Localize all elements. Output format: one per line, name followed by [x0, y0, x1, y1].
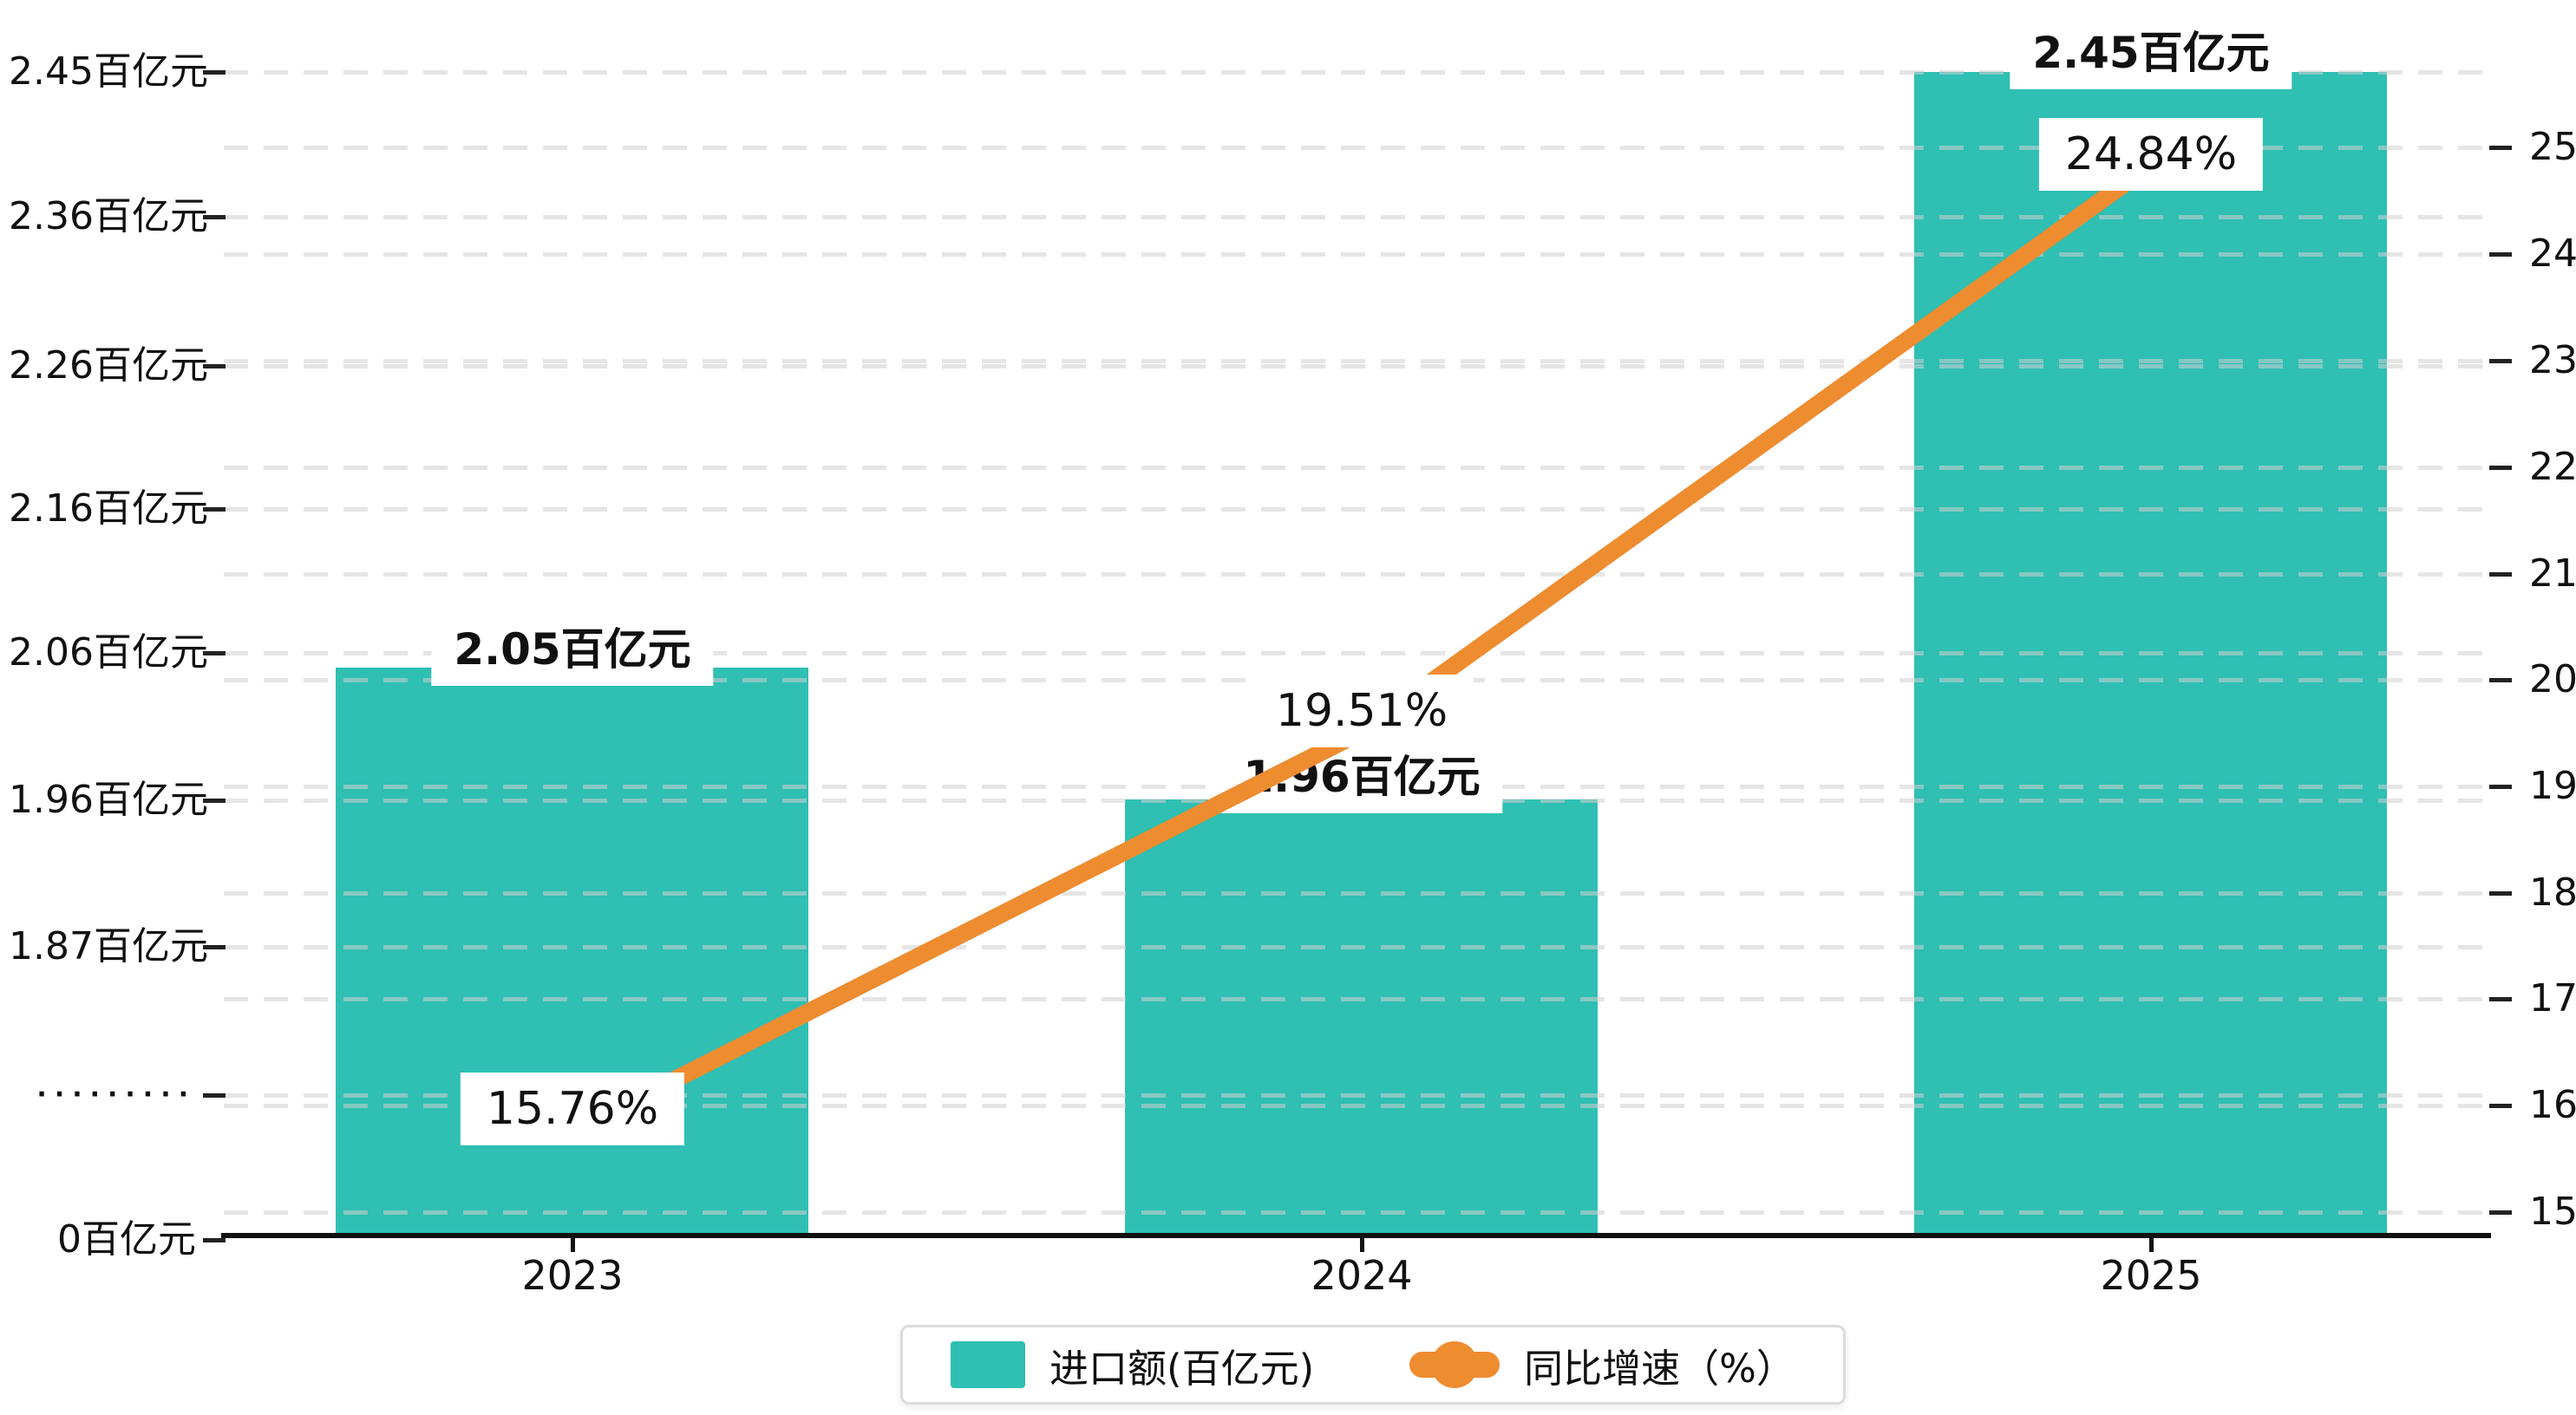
y-right-tick-label: 22: [2529, 445, 2576, 489]
y-right-tick-label: 23: [2529, 338, 2576, 382]
y-axis-break-dots: ·········: [36, 1079, 196, 1110]
x-label-2023: 2023: [521, 1252, 624, 1299]
legend-label-import-amount: 进口额(百亿元): [1049, 1345, 1315, 1392]
gridline: [224, 146, 2489, 150]
y-right-tick-label: 19: [2529, 764, 2576, 808]
line-point-label-2023: 15.76%: [460, 1073, 685, 1145]
y-right-tick: [2489, 466, 2512, 470]
y-left-tick: [203, 651, 226, 655]
gridline: [224, 70, 2489, 75]
line-point-label-2024: 19.51%: [1249, 675, 1474, 747]
y-right-tick: [2489, 572, 2512, 577]
y-left-tick: [203, 215, 226, 219]
x-tick-2024: [1360, 1238, 1364, 1252]
gridline: [224, 891, 2489, 896]
y-right-tick: [2489, 359, 2512, 363]
y-left-tick-label: 2.36百亿元: [9, 194, 208, 238]
y-left-tick-label: 0百亿元: [57, 1217, 196, 1262]
y-right-tick: [2489, 252, 2512, 257]
line-point-label-2025: 24.84%: [2038, 118, 2264, 191]
gridline: [224, 1210, 2489, 1215]
legend: 进口额(百亿元) 同比增速（%）: [900, 1325, 1846, 1405]
y-right-tick: [2489, 1210, 2512, 1215]
y-right-tick-label: 18: [2529, 871, 2576, 915]
y-right-tick: [2489, 1104, 2512, 1108]
gridline: [224, 215, 2489, 219]
bar-value-label-2025: 2.45百亿元: [2010, 10, 2292, 89]
x-label-2025: 2025: [2100, 1252, 2202, 1299]
y-right-tick-label: 17: [2529, 976, 2576, 1020]
gridline: [224, 1104, 2489, 1108]
x-tick-2025: [2149, 1238, 2154, 1252]
y-left-tick-label: 1.96百亿元: [9, 778, 208, 822]
gridline: [224, 997, 2489, 1001]
x-tick-2023: [571, 1238, 575, 1252]
y-left-tick: [203, 70, 226, 75]
y-right-tick-label: 15: [2529, 1190, 2576, 1234]
y-left-tick: [203, 507, 226, 512]
legend-label-yoy-growth: 同比增速（%）: [1524, 1345, 1795, 1392]
legend-item-import-amount[interactable]: 进口额(百亿元): [951, 1337, 1314, 1393]
y-right-tick: [2489, 891, 2512, 896]
bar-series-swatch-icon: [951, 1341, 1026, 1388]
gridline: [224, 466, 2489, 470]
y-left-tick: [203, 945, 226, 949]
x-axis-line: [221, 1233, 2491, 1238]
y-left-tick: [203, 799, 226, 803]
gridline: [224, 651, 2489, 655]
y-right-tick-label: 16: [2529, 1083, 2576, 1127]
gridline: [224, 507, 2489, 512]
growth-line-path[interactable]: [568, 157, 2156, 1139]
y-left-tick-label: 1.87百亿元: [9, 924, 208, 968]
y-left-tick: [203, 1093, 226, 1098]
y-left-tick-label: 2.45百亿元: [9, 49, 208, 94]
line-series-dot-icon: [1431, 1341, 1479, 1388]
gridline: [224, 359, 2489, 363]
y-left-tick: [203, 364, 226, 368]
gridline: [224, 1093, 2489, 1098]
gridline: [224, 252, 2489, 257]
line-series-swatch-icon: [1409, 1341, 1500, 1388]
y-right-tick-label: 20: [2529, 657, 2576, 701]
legend-item-yoy-growth[interactable]: 同比增速（%）: [1409, 1337, 1795, 1393]
bar-2024[interactable]: [1125, 799, 1598, 1236]
bar-value-label-2023: 2.05百亿元: [431, 606, 714, 686]
y-right-tick-label: 25: [2529, 125, 2576, 169]
x-label-2024: 2024: [1311, 1252, 1413, 1299]
y-right-tick: [2489, 785, 2512, 789]
y-right-tick: [2489, 678, 2512, 682]
y-right-tick-label: 24: [2529, 231, 2576, 276]
y-right-tick: [2489, 146, 2512, 150]
y-left-tick-label: 2.16百亿元: [9, 486, 208, 531]
gridline: [224, 572, 2489, 577]
gridline: [224, 364, 2489, 368]
y-right-tick-label: 21: [2529, 551, 2576, 596]
y-left-tick-label: 2.06百亿元: [9, 630, 208, 675]
y-left-tick: [203, 1238, 226, 1242]
y-right-tick: [2489, 997, 2512, 1001]
gridline: [224, 945, 2489, 949]
y-left-tick-label: 2.26百亿元: [9, 343, 208, 388]
